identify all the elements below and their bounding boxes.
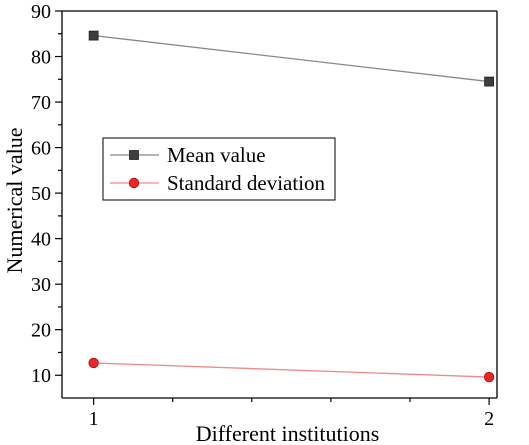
- series-1: [88, 357, 495, 383]
- y-tick-label: 20: [31, 320, 51, 342]
- legend-marker: [129, 150, 139, 160]
- data-point: [88, 357, 99, 369]
- legend-label: Standard deviation: [167, 171, 326, 195]
- y-axis-title: Numerical value: [2, 128, 27, 274]
- series-0: [88, 30, 494, 87]
- y-tick-label: 10: [31, 365, 51, 387]
- y-tick-label: 50: [31, 183, 51, 205]
- data-point: [88, 30, 99, 41]
- y-tick-label: 60: [31, 138, 51, 160]
- data-point: [484, 76, 494, 87]
- x-tick-label: 2: [484, 408, 494, 430]
- axes: 10 20 30 40 50 60 70 80 90 1 2: [31, 1, 498, 430]
- series-line: [93, 362, 490, 378]
- legend-label: Mean value: [167, 143, 266, 167]
- y-tick-label: 80: [31, 47, 51, 69]
- y-tick-label: 90: [31, 1, 51, 23]
- y-tick-label: 30: [31, 274, 51, 296]
- x-axis-title: Different institutions: [196, 421, 380, 445]
- y-tick-label: 40: [31, 229, 51, 251]
- y-tick-label: 70: [31, 92, 51, 114]
- series-layer: [88, 30, 495, 383]
- series-line: [93, 34, 490, 83]
- data-point: [483, 371, 495, 383]
- legend-marker: [128, 177, 140, 189]
- legend-box: [102, 137, 336, 201]
- x-tick-label: 1: [89, 408, 99, 430]
- legend: Mean value Standard deviation: [102, 137, 336, 201]
